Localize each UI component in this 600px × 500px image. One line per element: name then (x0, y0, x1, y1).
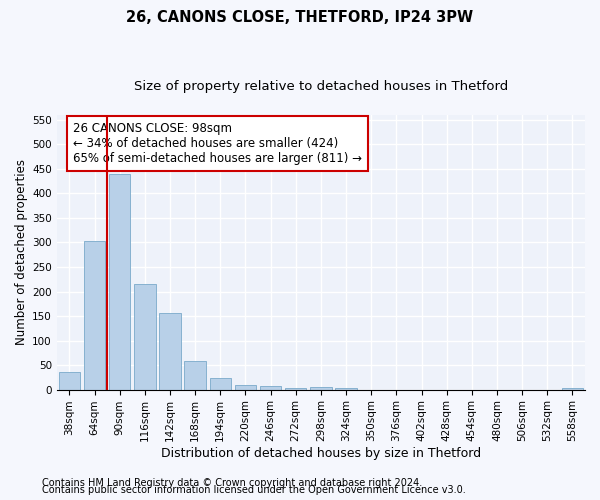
Bar (310, 386, 332, 390)
Bar (159, 312, 181, 390)
Bar (260, 386, 281, 390)
Text: 26, CANONS CLOSE, THETFORD, IP24 3PW: 26, CANONS CLOSE, THETFORD, IP24 3PW (127, 10, 473, 25)
Bar (209, 378, 231, 390)
Bar (285, 388, 307, 390)
Text: Contains HM Land Registry data © Crown copyright and database right 2024.: Contains HM Land Registry data © Crown c… (42, 478, 422, 488)
Y-axis label: Number of detached properties: Number of detached properties (15, 160, 28, 346)
Title: Size of property relative to detached houses in Thetford: Size of property relative to detached ho… (134, 80, 508, 93)
Bar (59, 372, 80, 390)
Text: Contains public sector information licensed under the Open Government Licence v3: Contains public sector information licen… (42, 485, 466, 495)
Bar (109, 174, 130, 390)
X-axis label: Distribution of detached houses by size in Thetford: Distribution of detached houses by size … (161, 447, 481, 460)
Bar (562, 388, 583, 390)
Bar (184, 361, 206, 390)
Text: 26 CANONS CLOSE: 98sqm
← 34% of detached houses are smaller (424)
65% of semi-de: 26 CANONS CLOSE: 98sqm ← 34% of detached… (73, 122, 362, 165)
Bar (84, 241, 105, 390)
Bar (235, 384, 256, 390)
Bar (134, 284, 155, 390)
Bar (335, 388, 357, 390)
